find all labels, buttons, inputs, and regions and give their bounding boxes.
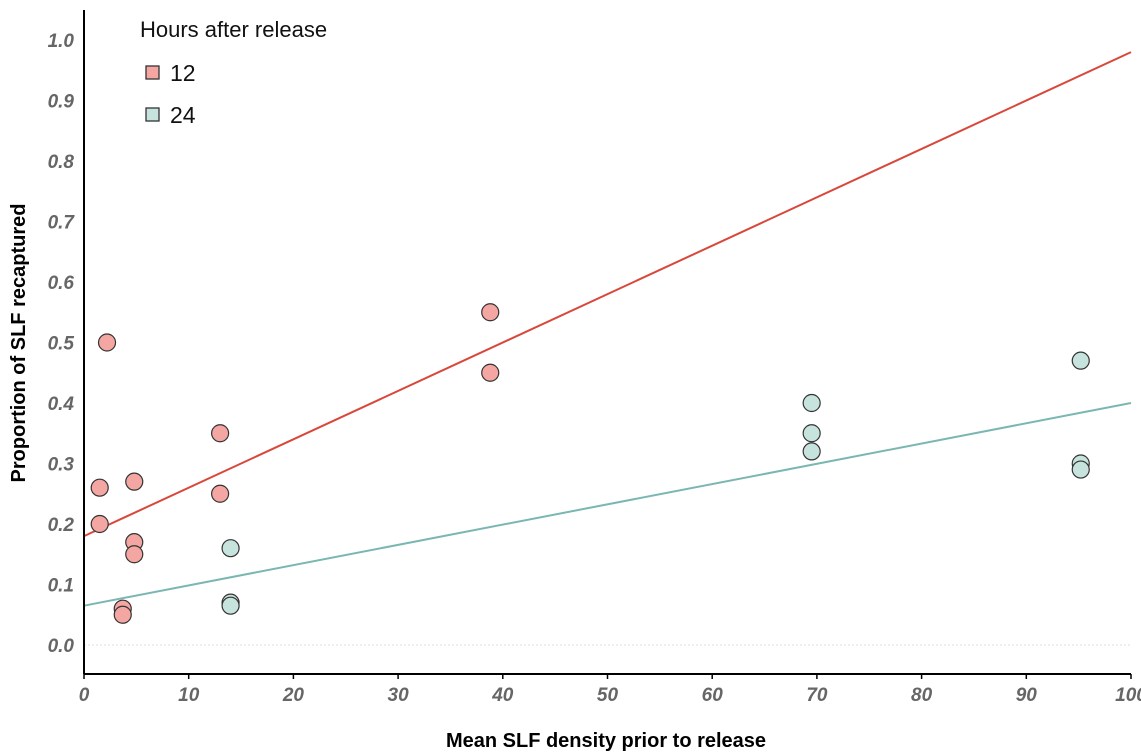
data-point-12 bbox=[481, 303, 500, 322]
data-point-12 bbox=[90, 514, 109, 534]
x-tick-label: 30 bbox=[388, 685, 410, 706]
data-point-12 bbox=[211, 484, 230, 503]
data-point-24 bbox=[802, 442, 821, 461]
y-tick-label: 0.8 bbox=[48, 152, 75, 173]
y-tick-label: 0.3 bbox=[48, 455, 75, 476]
x-tick-label: 20 bbox=[282, 685, 305, 706]
data-point-24 bbox=[221, 596, 240, 615]
fit-line-12 bbox=[83, 51, 1132, 538]
legend-swatch-12 bbox=[145, 65, 160, 80]
legend-label-24: 24 bbox=[170, 102, 196, 128]
data-point-12 bbox=[97, 333, 117, 352]
x-tick-label: 90 bbox=[1016, 685, 1038, 706]
data-point-24 bbox=[1071, 351, 1090, 370]
y-tick-label: 1.0 bbox=[48, 31, 75, 52]
y-tick-label: 0.1 bbox=[48, 576, 74, 597]
data-point-12 bbox=[211, 424, 230, 443]
x-tick-label: 60 bbox=[702, 685, 724, 706]
legend: Hours after release 12 24 bbox=[140, 17, 327, 128]
data-point-12 bbox=[125, 545, 144, 564]
y-tick-label: 0.4 bbox=[48, 394, 75, 415]
y-tick-label: 0.9 bbox=[48, 92, 75, 113]
legend-item-12: 12 bbox=[145, 60, 196, 86]
legend-label-12: 12 bbox=[170, 60, 196, 86]
legend-swatch-24 bbox=[145, 107, 160, 122]
data-point-24 bbox=[802, 424, 821, 443]
x-tick-label: 50 bbox=[597, 685, 619, 706]
data-point-12 bbox=[113, 605, 132, 624]
y-tick-label: 0.5 bbox=[48, 334, 75, 355]
data-point-24 bbox=[221, 539, 240, 558]
y-tick-label: 0.7 bbox=[48, 213, 76, 234]
data-point-24 bbox=[802, 393, 821, 413]
legend-item-24: 24 bbox=[145, 102, 196, 128]
data-point-12 bbox=[90, 478, 109, 497]
x-tick-label: 100 bbox=[1115, 685, 1141, 706]
legend-title: Hours after release bbox=[140, 17, 327, 42]
x-tick-label: 40 bbox=[491, 685, 514, 706]
x-axis-title: Mean SLF density prior to release bbox=[446, 730, 766, 752]
y-tick-label: 0.2 bbox=[48, 515, 75, 536]
y-tick-label: 0.6 bbox=[48, 273, 75, 294]
fit-lines-layer bbox=[83, 51, 1132, 607]
data-point-24 bbox=[1071, 460, 1090, 479]
tick-labels-layer: 0 10 20 30 40 50 60 70 80 90 100 0.0 0.1 0.2 0.3 0.4 0.5… bbox=[48, 31, 1141, 706]
x-tick-label: 70 bbox=[806, 685, 828, 706]
x-tick-label: 80 bbox=[911, 685, 933, 706]
data-points-layer bbox=[90, 303, 1090, 624]
data-point-12 bbox=[125, 472, 144, 491]
x-tick-label: 0 bbox=[79, 685, 90, 706]
y-axis-title: Proportion of SLF recaptured bbox=[8, 204, 30, 483]
fit-line-24 bbox=[83, 402, 1132, 607]
x-tick-label: 10 bbox=[178, 685, 200, 706]
y-tick-label: 0.0 bbox=[48, 636, 75, 657]
data-point-12 bbox=[481, 363, 500, 382]
